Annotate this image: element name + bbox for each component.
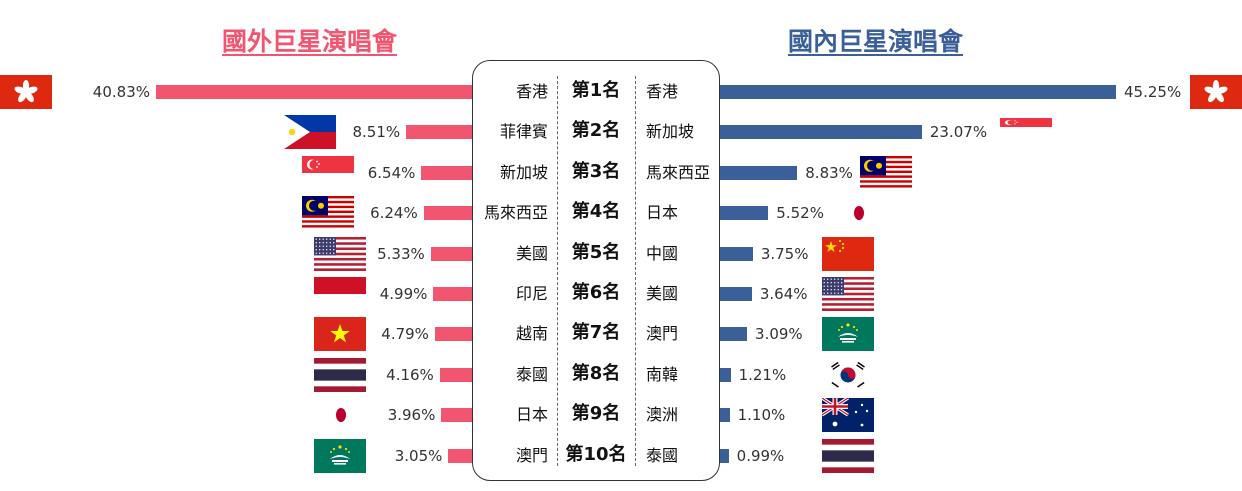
left-country-name: 印尼 <box>515 284 548 303</box>
left-philippines-flag <box>284 115 336 150</box>
left-bar-value: 8.51% <box>352 123 401 142</box>
right-bar <box>720 125 922 140</box>
right-japan-flag <box>846 201 872 226</box>
left-bar <box>441 408 472 423</box>
left-bar-value: 40.83% <box>92 83 150 101</box>
left-thailand-flag <box>314 357 366 392</box>
right-country-name: 泰國 <box>646 445 679 465</box>
left-country-name: 日本 <box>515 405 548 425</box>
rank-label: 第9名 <box>571 403 621 425</box>
left-country-name: 澳門 <box>515 445 548 465</box>
rank-label: 第10名 <box>565 443 627 465</box>
right-bar <box>720 408 730 423</box>
left-macau-flag <box>314 438 366 473</box>
rank-label: 第4名 <box>571 201 621 223</box>
right-macau-flag <box>822 317 874 352</box>
right-hongkong-flag <box>1190 75 1242 109</box>
left-usa-flag <box>314 236 366 271</box>
right-country-name: 澳門 <box>646 324 679 344</box>
ranking-panel <box>472 60 720 481</box>
right-bar <box>720 448 729 463</box>
left-bar-value: 6.24% <box>370 204 418 223</box>
rank-label: 第6名 <box>571 282 621 303</box>
left-bar <box>434 327 472 342</box>
right-bar-value: 1.21% <box>738 365 787 384</box>
left-bar-value: 3.05% <box>394 446 443 465</box>
right-bar-value: 3.64% <box>759 285 808 303</box>
left-country-name: 菲律賓 <box>499 122 548 142</box>
right-country-name: 香港 <box>646 82 679 101</box>
right-bar <box>720 367 731 382</box>
right-bar-value: 5.52% <box>776 204 824 223</box>
left-country-name: 香港 <box>515 82 548 101</box>
right-bar <box>720 287 752 301</box>
right-bar <box>720 165 798 180</box>
right-usa-flag <box>822 277 874 311</box>
rank-label: 第2名 <box>571 120 621 142</box>
right-country-name: 日本 <box>646 203 679 223</box>
left-indonesia-flag <box>314 277 366 311</box>
right-bar-value: 8.83% <box>805 163 853 182</box>
right-country-name: 中國 <box>646 243 679 263</box>
rank-label: 第5名 <box>571 241 621 263</box>
left-bar <box>448 448 472 463</box>
left-japan-flag <box>328 403 354 428</box>
left-hongkong-flag <box>0 75 52 109</box>
left-country-name: 馬來西亞 <box>483 203 548 223</box>
rank-label: 第8名 <box>571 362 621 384</box>
left-country-name: 越南 <box>515 324 548 344</box>
right-country-name: 澳洲 <box>646 405 679 425</box>
right-country-name: 南韓 <box>646 364 679 384</box>
right-bar-value: 0.99% <box>736 446 785 465</box>
right-bar-value: 3.09% <box>755 325 803 344</box>
rank-label: 第1名 <box>571 80 621 101</box>
right-bar <box>720 246 753 261</box>
left-bar <box>156 85 472 99</box>
right-thailand-flag <box>822 438 874 473</box>
right-bar-value: 45.25% <box>1124 83 1182 101</box>
left-bar <box>406 125 472 140</box>
right-korea-flag <box>822 357 874 392</box>
left-bar-value: 3.96% <box>387 406 436 425</box>
rank-label: 第7名 <box>571 322 621 344</box>
left-bar <box>430 246 472 261</box>
left-country-name: 美國 <box>515 243 548 263</box>
left-singapore-flag <box>302 155 354 190</box>
right-bar-value: 3.75% <box>760 244 809 263</box>
right-country-name: 美國 <box>646 284 679 303</box>
left-country-name: 泰國 <box>515 364 548 384</box>
left-malaysia-flag <box>302 196 354 231</box>
right-bar-value: 1.10% <box>737 406 786 425</box>
right-bar <box>720 85 1116 99</box>
left-country-name: 新加坡 <box>499 162 548 182</box>
left-bar-value: 5.33% <box>377 244 425 263</box>
right-bar <box>720 206 769 221</box>
right-country-name: 馬來西亞 <box>646 162 711 182</box>
left-bar-value: 4.79% <box>381 325 429 344</box>
right-malaysia-flag <box>860 155 912 190</box>
rank-label: 第3名 <box>571 160 621 182</box>
right-chart-title: 國內巨星演唱會 <box>788 27 964 56</box>
left-bar <box>433 287 472 301</box>
left-bar-value: 4.99% <box>379 285 428 303</box>
left-chart-title: 國外巨星演唱會 <box>222 27 398 56</box>
left-bar <box>421 165 472 180</box>
left-vietnam-flag <box>314 317 366 352</box>
right-bar <box>720 327 748 342</box>
right-country-name: 新加坡 <box>646 122 695 142</box>
right-china-flag <box>822 236 874 271</box>
left-bar-value: 4.16% <box>386 365 434 384</box>
right-singapore-flag <box>1000 118 1052 137</box>
right-bar-value: 23.07% <box>929 123 988 142</box>
left-bar <box>439 367 472 382</box>
right-australia-flag <box>822 398 874 433</box>
left-bar <box>423 206 472 221</box>
panel-divider-left <box>557 76 558 466</box>
panel-divider-right <box>635 76 636 466</box>
left-bar-value: 6.54% <box>367 163 416 182</box>
